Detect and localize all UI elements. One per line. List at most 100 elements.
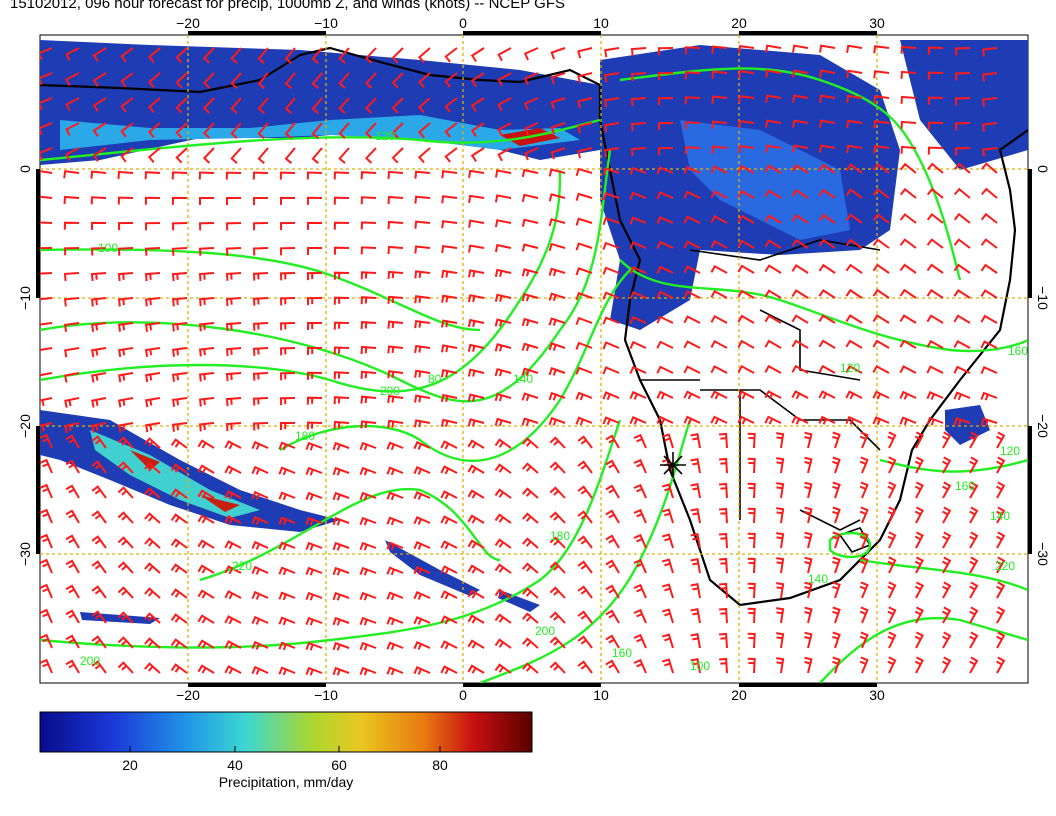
wind-barb xyxy=(926,212,944,224)
wind-barb xyxy=(440,369,458,378)
wind-barb xyxy=(170,463,188,474)
wind-barb xyxy=(120,47,134,63)
wind-barb xyxy=(333,271,350,280)
wind-barb xyxy=(494,392,512,402)
lon-tick-bottom-1: −20 xyxy=(176,687,200,703)
wind-barb xyxy=(224,515,242,525)
wind-barb xyxy=(279,397,296,406)
wind-barb xyxy=(575,291,593,301)
wind-barb xyxy=(387,195,404,205)
wind-barb xyxy=(953,365,971,374)
wind-barb xyxy=(683,165,701,174)
wind-barb xyxy=(927,146,944,155)
wind-barb xyxy=(278,516,296,526)
wind-barb xyxy=(872,339,890,349)
wind-barb xyxy=(690,483,701,499)
lon-tick-top-2: −10 xyxy=(314,15,338,31)
wind-barb xyxy=(391,47,404,64)
wind-barb xyxy=(171,347,188,357)
wind-barb xyxy=(224,565,242,575)
wind-barb xyxy=(224,640,242,650)
wind-barb xyxy=(63,195,80,205)
wind-barb xyxy=(942,531,952,549)
wind-barb xyxy=(548,218,566,227)
wind-barb xyxy=(279,347,296,356)
wind-barb xyxy=(441,170,458,179)
wind-barb xyxy=(117,661,134,674)
wind-barb xyxy=(117,486,134,499)
wind-barb xyxy=(548,193,566,202)
wind-barb xyxy=(981,187,998,199)
wind-barb xyxy=(467,368,485,377)
wind-barb xyxy=(118,297,134,307)
wind-barb xyxy=(91,372,107,383)
wind-barb xyxy=(575,267,593,276)
wind-barb xyxy=(710,264,728,274)
wind-barb xyxy=(202,147,215,164)
wind-barb xyxy=(225,297,242,307)
wind-barb xyxy=(467,318,485,328)
wind-barb xyxy=(577,122,593,134)
wind-barb xyxy=(872,213,890,224)
wind-barb xyxy=(522,662,539,674)
wind-barb xyxy=(147,147,161,164)
wind-barb xyxy=(117,322,134,332)
wind-barb xyxy=(387,220,404,230)
wind-barb xyxy=(577,485,593,499)
wind-barb xyxy=(311,122,323,139)
wind-barb xyxy=(804,606,813,624)
wind-barb xyxy=(575,341,593,350)
contour-label: 220 xyxy=(232,559,252,573)
wind-barb xyxy=(333,296,350,305)
wind-barb xyxy=(230,47,242,64)
wind-barb xyxy=(197,664,215,674)
wind-barb xyxy=(899,263,917,274)
wind-barb xyxy=(305,641,323,651)
wind-barb xyxy=(338,47,350,64)
wind-barb xyxy=(305,541,323,551)
wind-barb xyxy=(996,606,1006,624)
wind-barb xyxy=(791,415,809,425)
wind-barb xyxy=(65,434,80,449)
wind-barb xyxy=(521,417,539,426)
wind-barb xyxy=(969,656,979,674)
wind-barb xyxy=(747,482,756,499)
wind-barb xyxy=(845,314,863,324)
wind-barb xyxy=(791,364,809,374)
wind-barb xyxy=(251,590,269,600)
wind-barb xyxy=(683,265,701,274)
wind-barb xyxy=(791,289,809,299)
wind-barb xyxy=(548,342,566,351)
wind-barb xyxy=(776,532,785,549)
wind-barb xyxy=(747,582,756,599)
wind-barb xyxy=(92,122,107,137)
wind-barb xyxy=(359,666,377,676)
wind-barb xyxy=(942,481,952,499)
wind-barb xyxy=(719,632,728,649)
wind-barb xyxy=(900,120,917,129)
wind-barb xyxy=(444,97,458,113)
wind-barb xyxy=(441,195,458,204)
lon-tick-bottom-2: −10 xyxy=(314,687,338,703)
wind-barb xyxy=(92,47,107,62)
wind-barb xyxy=(914,431,924,449)
wind-barb xyxy=(577,147,593,159)
lon-tick-bottom-5: 20 xyxy=(731,687,747,703)
wind-barb xyxy=(230,97,242,114)
wind-barb xyxy=(225,272,242,281)
wind-barb xyxy=(470,122,485,138)
wind-barb xyxy=(792,44,809,53)
wind-barb xyxy=(577,97,593,109)
wind-barb xyxy=(656,166,674,175)
wind-barb xyxy=(832,556,841,574)
wind-barb xyxy=(629,315,647,325)
wind-barb xyxy=(360,221,377,230)
wind-barb xyxy=(197,439,215,449)
wind-barb xyxy=(440,540,458,550)
wind-barb xyxy=(338,97,350,114)
wind-barb xyxy=(305,441,323,451)
wind-barb xyxy=(40,247,53,250)
wind-barb xyxy=(120,97,134,113)
wind-barb xyxy=(64,372,80,383)
wind-barb xyxy=(414,170,431,179)
